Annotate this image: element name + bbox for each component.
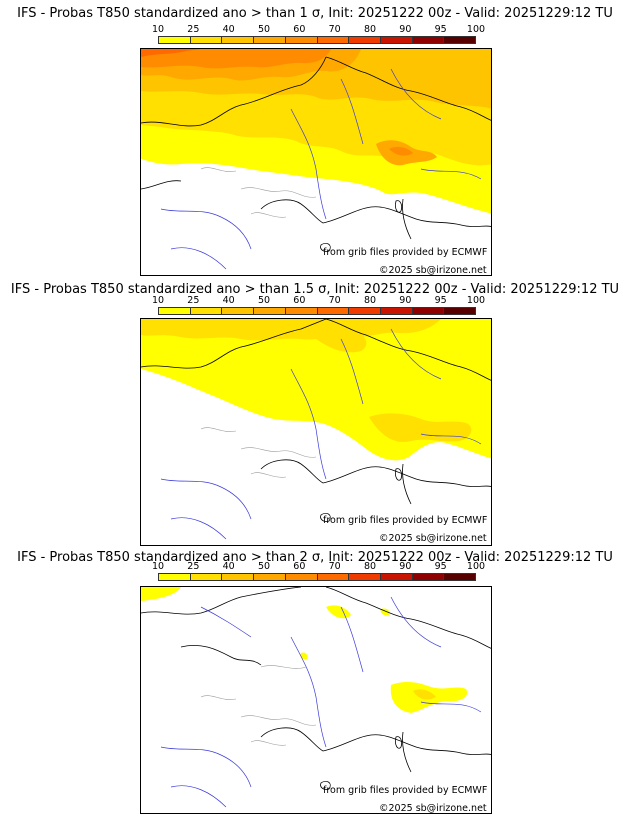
colorbar <box>158 573 476 581</box>
colorbar-tick-label: 40 <box>222 24 235 35</box>
colorbar-swatch <box>444 37 476 43</box>
colorbar-labels: 10 25 40 50 60 70 80 90 95 100 <box>152 561 485 573</box>
colorbar-swatch <box>159 574 191 580</box>
colorbar-tick-label: 40 <box>222 561 235 572</box>
colorbar-swatch <box>159 37 191 43</box>
colorbar-labels: 10 25 40 50 60 70 80 90 95 100 <box>152 295 485 307</box>
map-svg <box>141 319 491 540</box>
colorbar-tick-label: 70 <box>328 561 341 572</box>
colorbar <box>158 307 476 315</box>
colorbar-tick-label: 25 <box>187 24 200 35</box>
colorbar-swatch <box>380 308 413 314</box>
colorbar-swatch <box>349 574 381 580</box>
copyright-credit: ©2025 sb@irizone.net <box>379 533 487 544</box>
colorbar-tick-label: 90 <box>399 561 412 572</box>
colorbar-tick-label: 95 <box>434 561 447 572</box>
colorbar-swatch <box>254 574 286 580</box>
colorbar-swatch <box>190 37 223 43</box>
colorbar-tick-label: 90 <box>399 24 412 35</box>
colorbar-tick-label: 60 <box>293 24 306 35</box>
colorbar-tick-label: 70 <box>328 295 341 306</box>
colorbar <box>158 36 476 44</box>
colorbar-swatch <box>222 574 255 580</box>
map-svg <box>141 49 491 270</box>
colorbar-tick-label: 10 <box>151 24 165 35</box>
copyright-credit: ©2025 sb@irizone.net <box>379 803 487 814</box>
panel-title: IFS - Probas T850 standardized ano > tha… <box>17 6 613 21</box>
probability-map: from grib files provided by ECMWF ©2025 … <box>140 586 492 814</box>
colorbar-tick-label: 90 <box>399 295 412 306</box>
colorbar-swatch <box>222 37 255 43</box>
colorbar-swatch <box>254 37 286 43</box>
colorbar-swatch <box>444 308 476 314</box>
colorbar-tick-label: 10 <box>151 561 165 572</box>
colorbar-swatch <box>380 37 413 43</box>
copyright-credit: ©2025 sb@irizone.net <box>379 265 487 276</box>
colorbar-swatch <box>349 37 381 43</box>
colorbar-swatch <box>254 308 286 314</box>
colorbar-tick-label: 100 <box>466 561 486 572</box>
colorbar-swatch <box>412 37 445 43</box>
colorbar-tick-label: 100 <box>466 295 486 306</box>
colorbar-tick-label: 80 <box>363 24 377 35</box>
colorbar-tick-label: 25 <box>187 561 200 572</box>
panel-title: IFS - Probas T850 standardized ano > tha… <box>10 282 620 297</box>
colorbar-tick-label: 100 <box>466 24 486 35</box>
colorbar-tick-label: 95 <box>434 295 447 306</box>
colorbar-swatch <box>190 574 223 580</box>
colorbar-tick-label: 50 <box>257 561 271 572</box>
colorbar-swatch <box>444 574 476 580</box>
colorbar-swatch <box>159 308 191 314</box>
source-credit: from grib files provided by ECMWF <box>323 247 488 258</box>
colorbar-swatch <box>222 308 255 314</box>
colorbar-swatch <box>317 574 350 580</box>
panel-2: IFS - Probas T850 standardized ano > tha… <box>0 276 630 546</box>
colorbar-swatch <box>190 308 223 314</box>
panel-3: IFS - Probas T850 standardized ano > tha… <box>0 546 630 828</box>
colorbar-swatch <box>349 308 381 314</box>
colorbar-tick-label: 95 <box>434 24 447 35</box>
colorbar-tick-label: 60 <box>293 561 306 572</box>
colorbar-swatch <box>380 574 413 580</box>
source-credit: from grib files provided by ECMWF <box>323 515 488 526</box>
colorbar-swatch <box>317 37 350 43</box>
colorbar-swatch <box>285 37 318 43</box>
colorbar-swatch <box>285 574 318 580</box>
colorbar-tick-label: 25 <box>187 295 200 306</box>
colorbar-tick-label: 50 <box>257 24 271 35</box>
probability-map: from grib files provided by ECMWF ©2025 … <box>140 318 492 546</box>
colorbar-swatch <box>412 308 445 314</box>
panel-1: IFS - Probas T850 standardized ano > tha… <box>0 0 630 276</box>
colorbar-swatch <box>285 308 318 314</box>
probability-map: from grib files provided by ECMWF ©2025 … <box>140 48 492 276</box>
colorbar-swatch <box>412 574 445 580</box>
colorbar-tick-label: 60 <box>293 295 306 306</box>
colorbar-tick-label: 10 <box>151 295 165 306</box>
colorbar-tick-label: 40 <box>222 295 235 306</box>
panel-title: IFS - Probas T850 standardized ano > tha… <box>17 550 613 565</box>
colorbar-tick-label: 80 <box>363 561 377 572</box>
map-svg <box>141 587 491 808</box>
colorbar-tick-label: 70 <box>328 24 341 35</box>
colorbar-swatch <box>317 308 350 314</box>
colorbar-tick-label: 80 <box>363 295 377 306</box>
source-credit: from grib files provided by ECMWF <box>323 785 488 796</box>
colorbar-tick-label: 50 <box>257 295 271 306</box>
colorbar-labels: 10 25 40 50 60 70 80 90 95 100 <box>152 24 485 36</box>
